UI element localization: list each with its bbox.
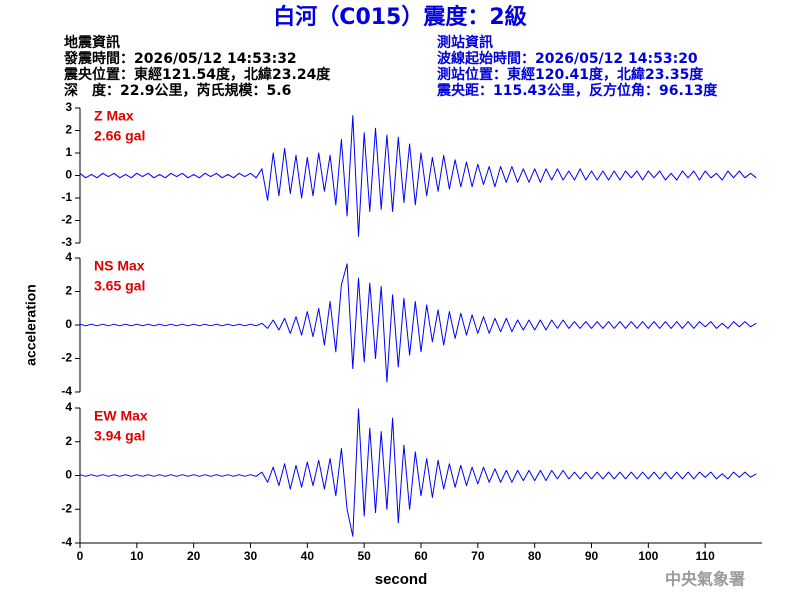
annotation: Z Max bbox=[94, 108, 134, 124]
annotation: EW Max bbox=[94, 408, 148, 424]
title: 白河（C015）震度：2級 bbox=[273, 4, 526, 30]
x-tick-label: 90 bbox=[585, 549, 599, 563]
info-line: 深 度：22.9公里，芮氏規模：5.6 bbox=[64, 82, 291, 99]
y-tick-label: 2 bbox=[65, 434, 72, 448]
info-line: 測站資訊 bbox=[437, 34, 493, 51]
x-tick-label: 70 bbox=[471, 549, 485, 563]
x-axis-label: second bbox=[375, 571, 428, 588]
y-tick-label: 4 bbox=[65, 250, 72, 264]
annotation: 2.66 gal bbox=[94, 128, 145, 144]
x-tick-label: 80 bbox=[528, 549, 542, 563]
x-tick-label: 10 bbox=[130, 549, 144, 563]
x-tick-label: 20 bbox=[187, 549, 201, 563]
y-tick-label: 2 bbox=[65, 123, 72, 137]
x-tick-label: 0 bbox=[77, 549, 84, 563]
waveform bbox=[79, 115, 757, 237]
info-line: 發震時間：2026/05/12 14:53:32 bbox=[63, 50, 297, 67]
info-line: 波線起始時間：2026/05/12 14:53:20 bbox=[437, 50, 698, 67]
y-tick-label: 4 bbox=[65, 400, 72, 414]
info-line: 震央位置：東經121.54度，北緯23.24度 bbox=[63, 66, 331, 83]
info-line: 地震資訊 bbox=[64, 34, 120, 51]
x-tick-label: 50 bbox=[357, 549, 371, 563]
station-info: 測站資訊 波線起始時間：2026/05/12 14:53:20 測站位置：東經1… bbox=[436, 34, 718, 99]
y-tick-label: -1 bbox=[61, 190, 72, 204]
waveform bbox=[79, 263, 757, 383]
annotation: 3.94 gal bbox=[94, 428, 145, 444]
x-tick-label: 60 bbox=[414, 549, 428, 563]
waveform bbox=[79, 408, 757, 537]
y-tick-label: 0 bbox=[65, 168, 72, 182]
y-tick-label: -2 bbox=[61, 351, 72, 365]
y-tick-label: -2 bbox=[61, 213, 72, 227]
x-tick-label: 30 bbox=[244, 549, 258, 563]
info-line: 震央距：115.43公里，反方位角：96.13度 bbox=[436, 82, 718, 99]
info-line: 測站位置：東經120.41度，北緯23.35度 bbox=[437, 66, 704, 83]
y-tick-label: -2 bbox=[61, 501, 72, 515]
event-info: 地震資訊 發震時間：2026/05/12 14:53:32 震央位置：東經121… bbox=[63, 34, 331, 99]
y-tick-label: -4 bbox=[61, 535, 72, 549]
y-tick-label: 3 bbox=[65, 100, 72, 114]
y-tick-label: -4 bbox=[61, 384, 72, 398]
y-tick-label: 0 bbox=[65, 317, 72, 331]
y-tick-label: 0 bbox=[65, 468, 72, 482]
y-tick-label: 2 bbox=[65, 284, 72, 298]
x-tick-label: 40 bbox=[301, 549, 315, 563]
y-tick-label: -3 bbox=[61, 235, 72, 249]
y-axis-label: acceleration bbox=[23, 284, 39, 366]
x-tick-label: 110 bbox=[695, 549, 715, 563]
annotation: 3.65 gal bbox=[94, 278, 145, 294]
annotation: NS Max bbox=[94, 258, 145, 274]
y-tick-label: 1 bbox=[65, 145, 72, 159]
x-tick-label: 100 bbox=[638, 549, 658, 563]
footer: 中央氣象署 bbox=[665, 570, 745, 589]
